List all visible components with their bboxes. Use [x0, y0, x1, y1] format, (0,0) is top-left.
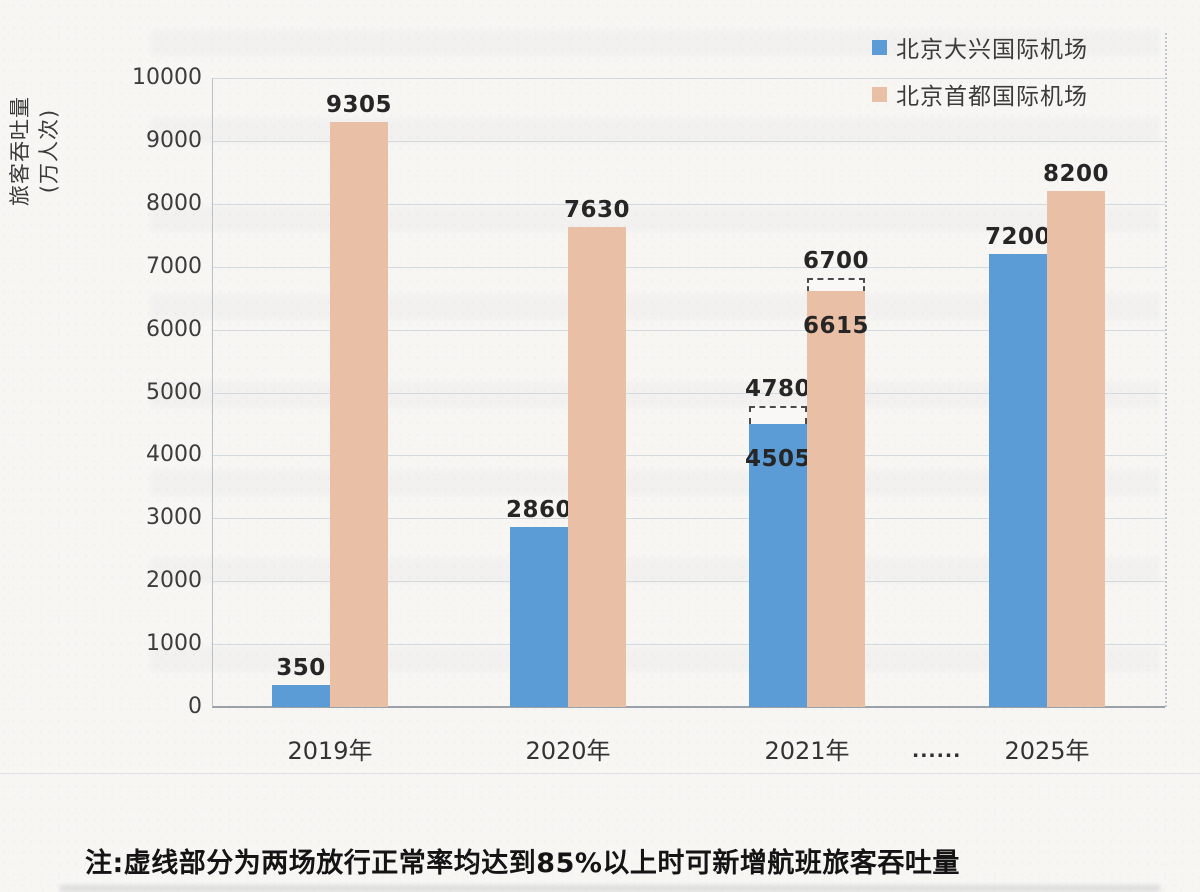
- bar-daxing-2021年: [749, 423, 807, 707]
- bar-daxing-2019年: [272, 684, 330, 707]
- chart-note: 注:虚线部分为两场放行正常率均达到85%以上时可新增航班旅客吞吐量: [85, 848, 960, 879]
- y-tick-3000: 3000: [146, 505, 202, 531]
- y-tick-7000: 7000: [146, 253, 202, 279]
- gridline-4000: [212, 455, 1165, 457]
- x-tick-2021年: 2021年: [764, 737, 850, 765]
- gridline-9000: [212, 140, 1165, 142]
- bar-capital-2019年: [330, 121, 388, 707]
- legend-swatch-icon: [872, 86, 887, 102]
- y-tick-8000: 8000: [146, 190, 202, 216]
- bar-ext-value-capital-2021年: 6700: [802, 247, 869, 274]
- legend-swatch-icon: [872, 39, 887, 55]
- dashed-extension-capital-2021年: [807, 277, 865, 291]
- y-tick-2000: 2000: [146, 568, 202, 594]
- legend-label-capital: 北京首都国际机场: [896, 84, 1088, 110]
- y-tick-0: 0: [188, 694, 202, 719]
- gridline-1000: [212, 644, 1165, 646]
- x-tick-2025年: 2025年: [1004, 737, 1090, 765]
- plot-border-right: [1165, 33, 1167, 707]
- legend-item-daxing: 北京大兴国际机场: [872, 30, 1088, 64]
- bar-value-daxing-2025年: 7200: [984, 224, 1051, 251]
- bar-value-daxing-2021年: 4505: [744, 445, 811, 472]
- x-axis-gap-marker: ......: [912, 740, 962, 762]
- gridline-8000: [212, 203, 1165, 205]
- bar-value-capital-2025年: 8200: [1042, 161, 1109, 188]
- y-tick-5000: 5000: [146, 379, 202, 405]
- y-tick-10000: 10000: [132, 65, 202, 90]
- gridline-5000: [212, 392, 1165, 394]
- bar-value-daxing-2020年: 2860: [505, 497, 572, 524]
- bar-daxing-2025年: [989, 254, 1047, 707]
- y-tick-1000: 1000: [146, 631, 202, 657]
- bar-value-daxing-2019年: 350: [276, 654, 326, 681]
- faint-scan-line: [0, 773, 1200, 774]
- gridline-10000: [212, 78, 1165, 79]
- x-tick-2019年: 2019年: [287, 737, 373, 765]
- bar-daxing-2020年: [510, 527, 568, 707]
- bar-capital-2020年: [568, 227, 626, 707]
- gridline-3000: [212, 518, 1165, 520]
- x-axis-line: [212, 706, 1165, 708]
- legend-label-daxing: 北京大兴国际机场: [896, 37, 1088, 63]
- dashed-extension-daxing-2021年: [749, 406, 807, 424]
- bar-capital-2025年: [1047, 191, 1105, 707]
- y-tick-4000: 4000: [146, 442, 202, 468]
- x-tick-2020年: 2020年: [525, 737, 611, 765]
- bar-ext-value-daxing-2021年: 4780: [744, 376, 811, 403]
- bar-capital-2021年: [807, 290, 865, 707]
- y-tick-9000: 9000: [146, 127, 202, 153]
- gridline-7000: [212, 266, 1165, 268]
- bar-value-capital-2020年: 7630: [563, 197, 630, 224]
- bottom-scan-smudge: [60, 885, 1160, 892]
- gridline-6000: [212, 329, 1165, 331]
- bar-value-capital-2021年: 6615: [802, 312, 869, 339]
- plot-border-left: [212, 78, 213, 707]
- y-tick-6000: 6000: [146, 316, 202, 342]
- gridline-2000: [212, 581, 1165, 583]
- chart-legend: 北京大兴国际机场 北京首都国际机场: [872, 30, 1088, 124]
- legend-item-capital: 北京首都国际机场: [872, 77, 1088, 111]
- bar-value-capital-2019年: 9305: [325, 91, 392, 118]
